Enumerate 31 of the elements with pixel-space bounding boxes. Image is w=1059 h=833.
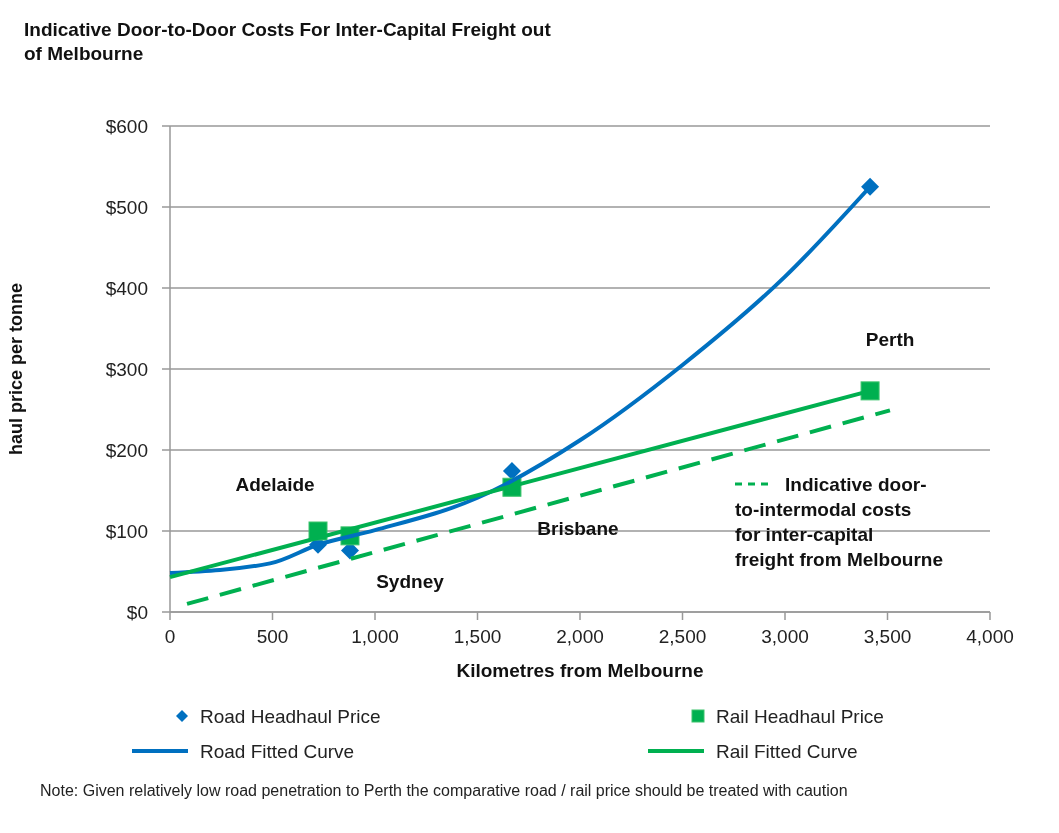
y-tick-label: $0 [126, 602, 148, 623]
x-tick-label: 500 [256, 626, 289, 647]
y-tick-label: $400 [105, 278, 148, 299]
x-tick-label: 3,000 [761, 626, 809, 647]
x-tick-label: 4,000 [966, 626, 1014, 647]
legend-label: Rail Headhaul Price [716, 706, 884, 727]
x-tick-label: 3,500 [863, 626, 912, 647]
legend-label: Indicative door- to-intermodal costs for inter-capital freight from Melbourne [735, 474, 943, 570]
annotation: Adelaide [235, 474, 315, 495]
annotation: Sydney [376, 571, 445, 593]
x-axis-title: Kilometres from Melbourne [456, 660, 704, 681]
x-tick-label: 2,000 [556, 626, 604, 647]
text: Note: Given relatively low road penetration to Perth the comparative road / rail price should be treated with caution [40, 782, 848, 799]
y-tick-label: $300 [105, 359, 148, 380]
point [502, 462, 521, 481]
y-axis-title: haul price per tonne [6, 282, 26, 456]
annotation: Brisbane [537, 518, 619, 540]
x-tick-label: 2,500 [658, 626, 707, 647]
x-tick-label: 1,000 [351, 626, 399, 647]
point [860, 381, 880, 401]
legend-label: Road Headhaul Price [200, 706, 381, 727]
x-tick-label: 0 [164, 626, 176, 647]
y-tick-label: $100 [105, 521, 148, 542]
y-tick-label: $500 [105, 197, 148, 218]
x-tick-label: 1,500 [453, 626, 502, 647]
y-tick-label: $200 [105, 440, 148, 461]
legend-label: Rail Fitted Curve [716, 741, 858, 762]
y-tick-label: $600 [105, 116, 148, 137]
legend-label: Road Fitted Curve [200, 741, 355, 762]
annotation: Perth [865, 328, 915, 350]
chart-title: Indicative Door-to-Door Costs For Inter-Capital Freight out of Melbourne [24, 19, 552, 64]
